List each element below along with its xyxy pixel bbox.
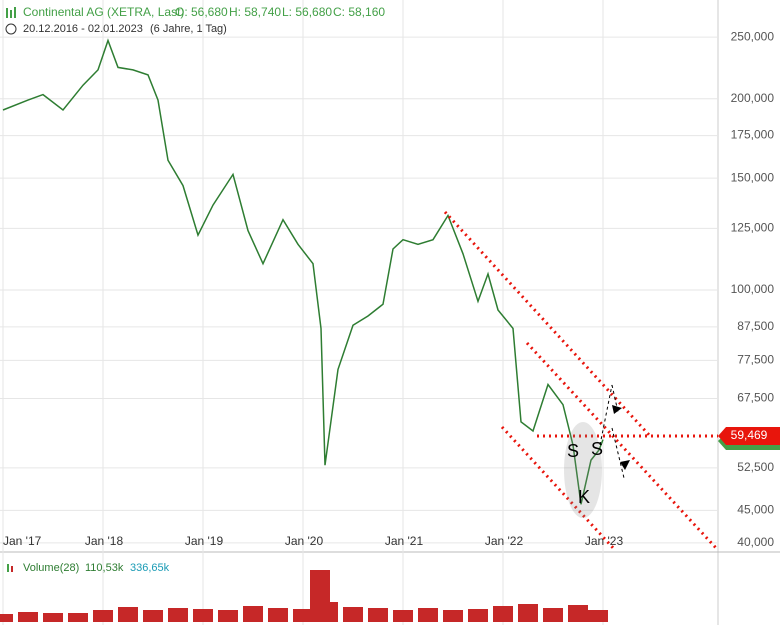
volume-icon bbox=[11, 566, 13, 572]
annotation: S bbox=[567, 441, 579, 461]
volume-bar bbox=[543, 608, 563, 622]
x-tick-label: Jan '19 bbox=[185, 534, 224, 548]
volume-bar bbox=[268, 608, 288, 622]
volume-bar bbox=[68, 613, 88, 622]
y-tick-label: 150,000 bbox=[731, 170, 775, 184]
y-tick-label: 100,000 bbox=[731, 282, 775, 296]
volume-bar bbox=[168, 608, 188, 622]
volume-bar bbox=[93, 610, 113, 622]
volume-bar bbox=[393, 610, 413, 622]
volume-bar bbox=[218, 610, 238, 622]
highlight-ellipse bbox=[564, 422, 602, 518]
y-tick-label: 40,000 bbox=[737, 535, 774, 549]
volume-icon bbox=[7, 564, 9, 572]
trend-lines bbox=[443, 210, 718, 552]
volume-bar bbox=[243, 606, 263, 622]
date-range: 20.12.2016 - 02.01.2023 bbox=[23, 23, 143, 35]
ohlc-label: O: 56,680 bbox=[175, 5, 228, 19]
volume-bar bbox=[0, 614, 13, 622]
clock-icon bbox=[5, 23, 17, 35]
ohlc-label: H: 58,740 bbox=[229, 5, 281, 19]
price-tag bbox=[718, 427, 780, 445]
period: (6 Jahre, 1 Tag) bbox=[150, 23, 227, 35]
projection-arrows bbox=[599, 384, 625, 479]
volume-bar bbox=[493, 606, 513, 622]
x-tick-label: Jan '17 bbox=[3, 534, 42, 548]
y-tick-label: 77,500 bbox=[737, 353, 774, 367]
volume-bar bbox=[418, 608, 438, 622]
x-tick-label: Jan '23 bbox=[585, 534, 624, 548]
x-tick-label: Jan '21 bbox=[385, 534, 424, 548]
volume-bar bbox=[318, 602, 338, 622]
volume-bar bbox=[588, 610, 608, 622]
volume-bar bbox=[368, 608, 388, 622]
header-icon bbox=[6, 7, 16, 18]
y-tick-label: 250,000 bbox=[731, 29, 775, 43]
price-line bbox=[2, 38, 604, 505]
y-tick-label: 52,500 bbox=[737, 460, 774, 474]
volume-bar bbox=[443, 610, 463, 622]
volume-legend-value: 336,65k bbox=[130, 562, 170, 574]
annotation: K bbox=[578, 487, 590, 507]
y-tick-label: 200,000 bbox=[731, 91, 775, 105]
y-tick-label: 87,500 bbox=[737, 319, 774, 333]
price-tag-label: 59,469 bbox=[731, 428, 768, 442]
ohlc-label: C: 58,160 bbox=[333, 5, 385, 19]
y-tick-label: 67,500 bbox=[737, 391, 774, 405]
volume-title: Volume(28) bbox=[23, 562, 79, 574]
x-tick-label: Jan '22 bbox=[485, 534, 524, 548]
volume-bar bbox=[568, 605, 588, 622]
volume-bar bbox=[193, 609, 213, 622]
volume-bar bbox=[293, 609, 313, 622]
annotation: S bbox=[591, 439, 603, 459]
ohlc-label: L: 56,680 bbox=[282, 5, 332, 19]
x-tick-label: Jan '18 bbox=[85, 534, 124, 548]
volume-bar bbox=[43, 613, 63, 622]
volume-bar bbox=[118, 607, 138, 622]
volume-bar bbox=[18, 612, 38, 622]
volume-bar bbox=[143, 610, 163, 622]
volume-bar bbox=[343, 607, 363, 622]
arrow-head bbox=[612, 405, 622, 414]
volume-legend-value: 110,53k bbox=[85, 562, 124, 574]
y-tick-label: 45,000 bbox=[737, 503, 774, 517]
arrow-head bbox=[620, 460, 630, 470]
header-title: Continental AG (XETRA, Last) bbox=[23, 5, 184, 19]
y-tick-label: 175,000 bbox=[731, 128, 775, 142]
x-tick-label: Jan '20 bbox=[285, 534, 324, 548]
y-tick-label: 125,000 bbox=[731, 221, 775, 235]
volume-bar bbox=[518, 604, 538, 622]
volume-bar bbox=[468, 609, 488, 622]
